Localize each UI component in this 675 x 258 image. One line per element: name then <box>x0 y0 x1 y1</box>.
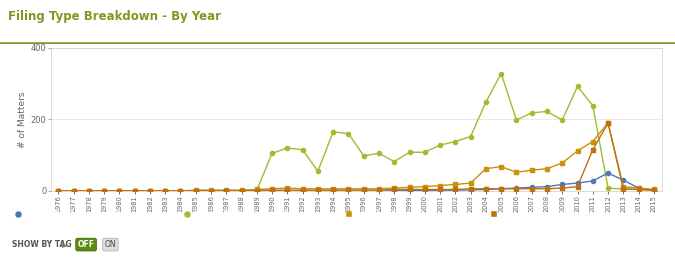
Text: ►: ► <box>62 240 68 249</box>
Text: US: Con/Div/CIP Filings: US: Con/Div/CIP Filings <box>357 210 452 219</box>
Text: US: NPRV-Converted Filings: US: NPRV-Converted Filings <box>26 210 141 219</box>
Text: OFF: OFF <box>78 240 94 249</box>
Y-axis label: # of Matters: # of Matters <box>18 91 26 148</box>
Text: ON: ON <box>105 240 116 249</box>
Text: SHOW BY TAG: SHOW BY TAG <box>12 240 72 249</box>
Text: Filing Type Breakdown - By Year: Filing Type Breakdown - By Year <box>8 10 221 23</box>
Text: US: NPRV-No Priority Filings: US: NPRV-No Priority Filings <box>195 210 310 219</box>
Text: US: National Stage Filings: US: National Stage Filings <box>502 210 610 219</box>
